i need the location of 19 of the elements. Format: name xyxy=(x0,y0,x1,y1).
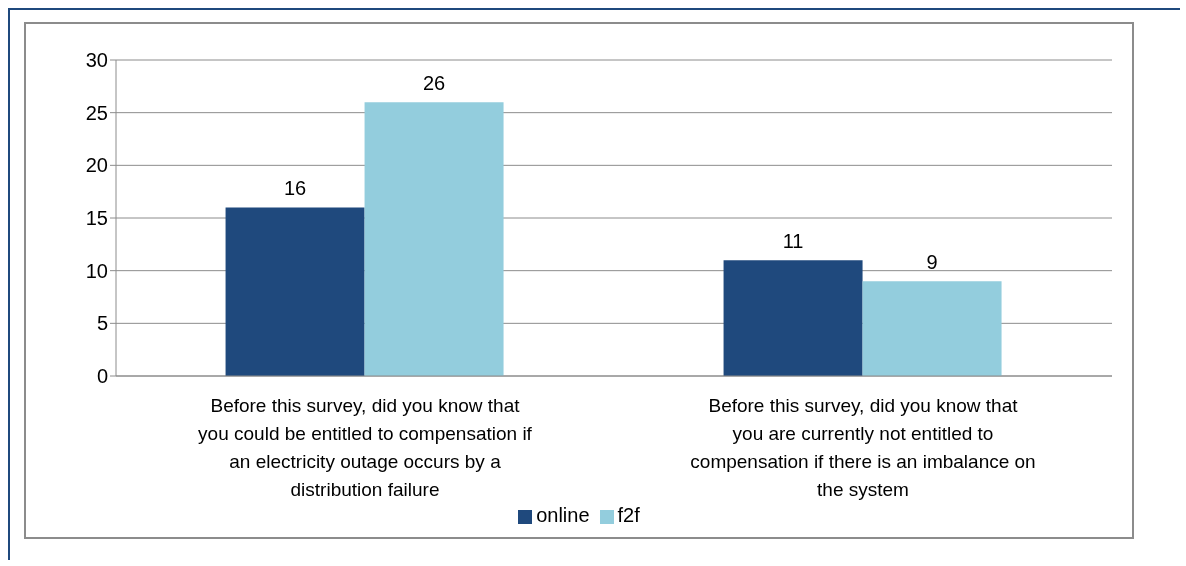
data-label: 11 xyxy=(782,230,804,253)
y-tick-label: 20 xyxy=(85,154,108,177)
x-tick-label: Before this survey, did you know that you are currently not entitled to compensation if there is an imbalance on the system xyxy=(690,395,1036,500)
legend-label: online xyxy=(536,504,590,526)
data-label: 26 xyxy=(422,72,446,95)
y-tick-label: 10 xyxy=(85,259,108,282)
bar xyxy=(225,207,365,376)
y-tick-label: 15 xyxy=(85,207,108,230)
bar xyxy=(862,281,1002,376)
y-tick-label: 0 xyxy=(96,365,108,388)
y-tick-label: 5 xyxy=(96,312,108,335)
x-tick-label: Before this survey, did you know that you could be entitled to compensation if an electricity outage occurs by a distribution failure xyxy=(198,395,533,500)
data-label: 9 xyxy=(926,251,938,274)
y-tick-label: 30 xyxy=(85,49,108,72)
bar xyxy=(723,260,863,376)
y-tick-label: 25 xyxy=(85,101,108,124)
bar xyxy=(364,102,504,376)
data-label: 16 xyxy=(283,177,307,200)
legend-label: f2f xyxy=(617,504,640,526)
